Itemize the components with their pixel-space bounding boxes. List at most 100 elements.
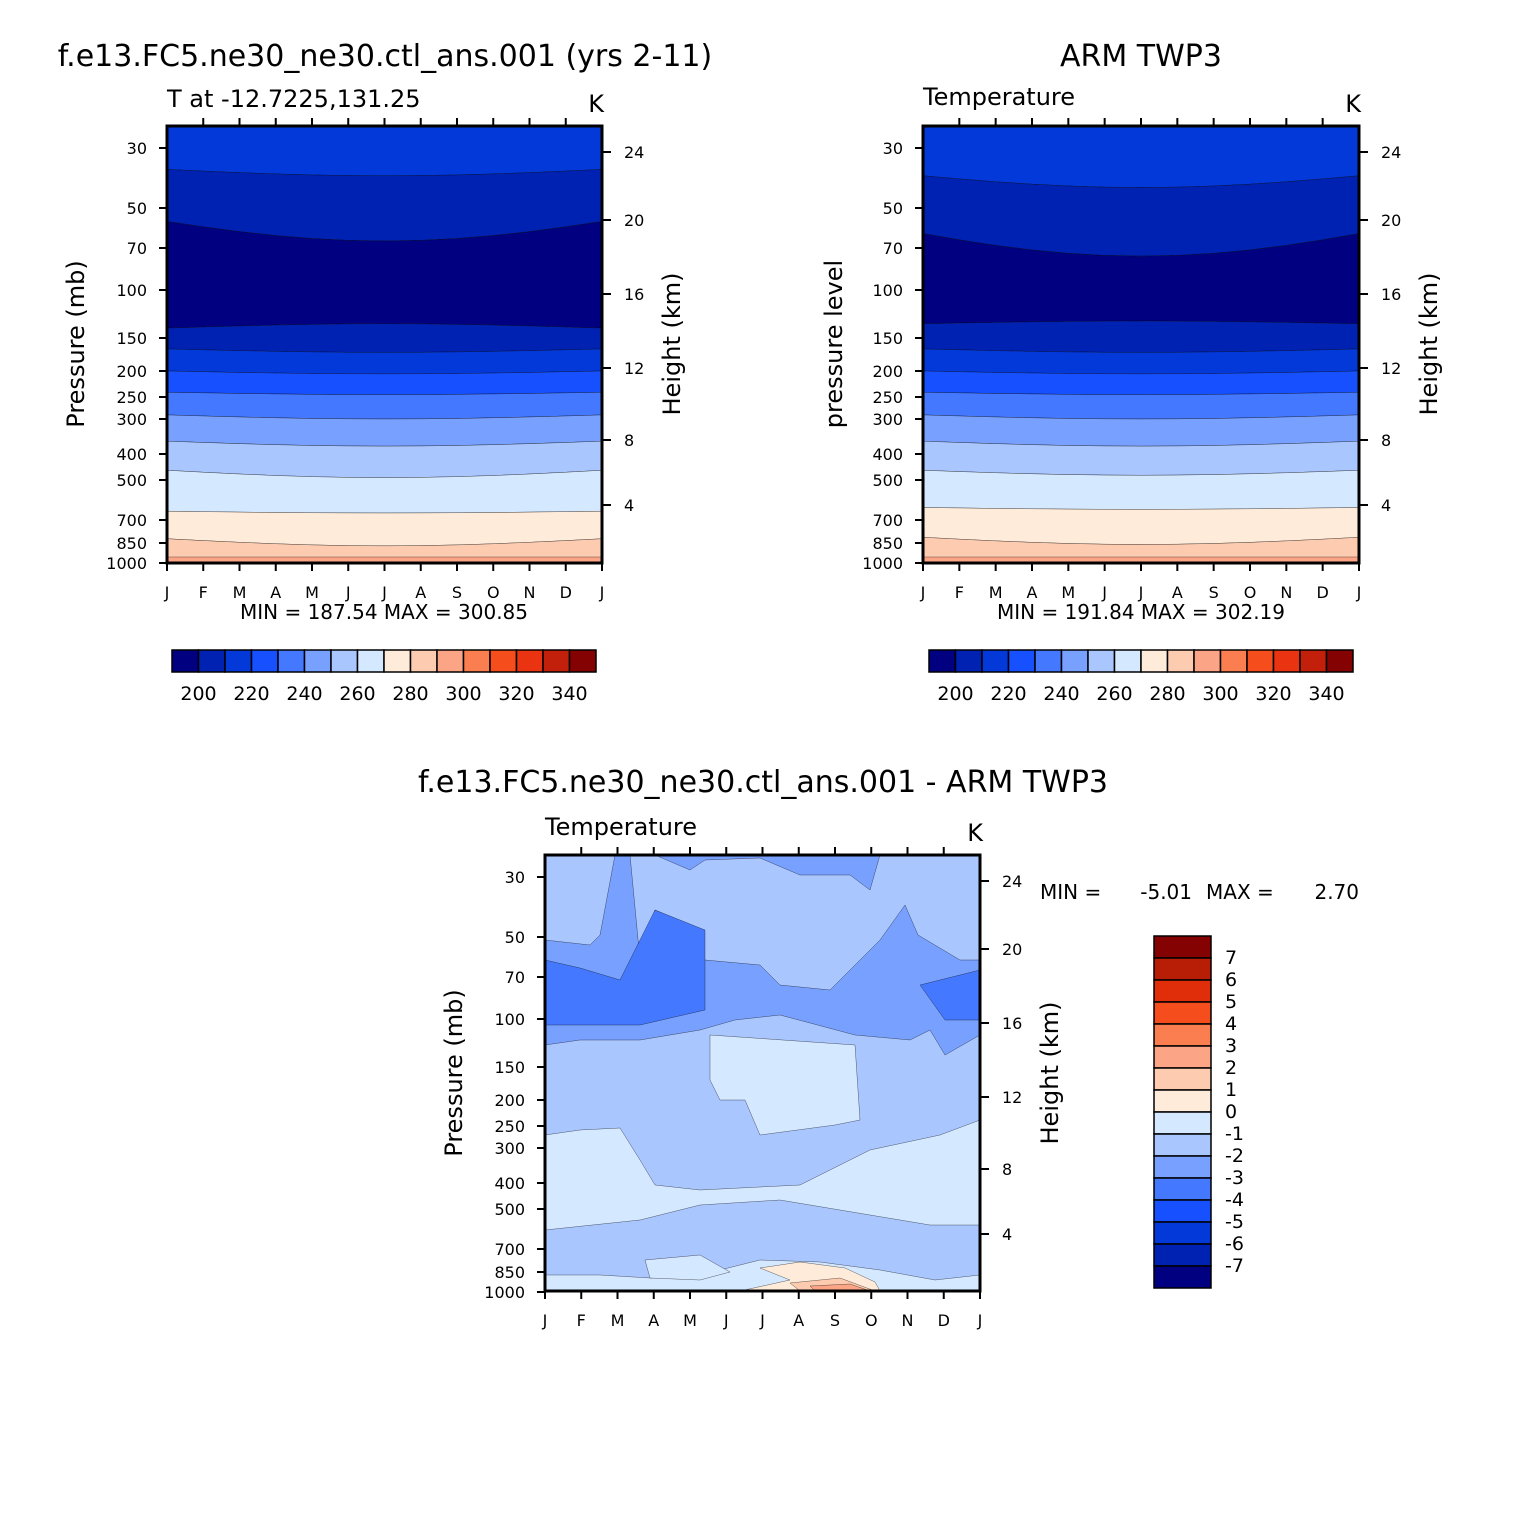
x-tick-label: J bbox=[977, 1311, 983, 1330]
y-tick-label: 100 bbox=[494, 1010, 525, 1029]
y-tick-label: 500 bbox=[116, 471, 147, 490]
colorbar-box bbox=[1087, 649, 1116, 673]
y-axis-label: Pressure (mb) bbox=[440, 989, 468, 1156]
contour-band bbox=[922, 348, 1360, 375]
x-tick-label: A bbox=[793, 1311, 804, 1330]
x-tick-label: N bbox=[902, 1311, 914, 1330]
colorbar-label: 260 bbox=[1096, 683, 1132, 705]
contour-region bbox=[544, 909, 706, 1026]
contour-band bbox=[166, 323, 603, 353]
colorbar-box bbox=[1153, 1089, 1212, 1113]
colorbar-box bbox=[489, 649, 518, 673]
y2-tick-label: 8 bbox=[1002, 1160, 1012, 1179]
contour-band bbox=[922, 392, 1360, 420]
colorbar-box bbox=[568, 649, 597, 673]
colorbar-box bbox=[954, 649, 983, 673]
x-tick-label: S bbox=[1209, 583, 1219, 602]
x-tick-label: O bbox=[487, 583, 500, 602]
y-tick-label: 300 bbox=[872, 410, 903, 429]
x-tick-label: D bbox=[560, 583, 572, 602]
y-tick-label: 300 bbox=[494, 1139, 525, 1158]
y2-tick-label: 16 bbox=[1381, 285, 1401, 304]
colorbar-box bbox=[515, 649, 544, 673]
colorbar-box bbox=[1060, 649, 1089, 673]
panel-units: K bbox=[588, 90, 605, 118]
colorbar-box bbox=[436, 649, 465, 673]
y-tick-label: 250 bbox=[872, 388, 903, 407]
colorbar-label: 0 bbox=[1225, 1101, 1237, 1123]
colorbar-box bbox=[1034, 649, 1063, 673]
min-max-label: MIN = 187.54 MAX = 300.85 bbox=[240, 600, 528, 624]
y2-tick-label: 24 bbox=[1002, 872, 1022, 891]
contour-band bbox=[922, 175, 1360, 257]
x-tick-label: J bbox=[1138, 583, 1144, 602]
y-tick-label: 1000 bbox=[862, 554, 903, 573]
axes: J F M A M J J A S O N D J 30 50 70 100 150 200 250 300 400 500… bbox=[106, 118, 644, 602]
panel-title: f.e13.FC5.ne30_ne30.ctl_ans.001 (yrs 2-1… bbox=[58, 39, 712, 74]
x-tick-label: A bbox=[270, 583, 281, 602]
y-tick-label: 200 bbox=[872, 362, 903, 381]
y2-tick-label: 24 bbox=[624, 143, 644, 162]
contour-band bbox=[166, 370, 603, 395]
y2-tick-label: 4 bbox=[624, 496, 634, 515]
colorbar-box bbox=[542, 649, 571, 673]
colorbar-box bbox=[1153, 1221, 1212, 1245]
axes: J F M A M J J A S O N D J 30 50 70 100 150 200 250 300 400 500… bbox=[484, 847, 1022, 1330]
colorbar-box bbox=[1166, 649, 1195, 673]
y-tick-label: 150 bbox=[116, 329, 147, 348]
colorbar-label: 3 bbox=[1225, 1035, 1237, 1057]
colorbar-box bbox=[383, 649, 412, 673]
colorbar-box bbox=[1153, 1199, 1212, 1223]
colorbar-box bbox=[356, 649, 385, 673]
y-tick-label: 1000 bbox=[484, 1283, 525, 1302]
y-tick-label: 500 bbox=[494, 1200, 525, 1219]
y-tick-label: 850 bbox=[872, 534, 903, 553]
colorbar-label: 2 bbox=[1225, 1057, 1237, 1079]
colorbar-box bbox=[277, 649, 306, 673]
x-tick-label: N bbox=[1280, 583, 1292, 602]
colorbar-label: 280 bbox=[392, 683, 428, 705]
y2-tick-label: 24 bbox=[1381, 143, 1401, 162]
colorbar-box bbox=[1153, 1155, 1212, 1179]
y-tick-label: 50 bbox=[883, 199, 903, 218]
colorbar-label: 340 bbox=[1308, 683, 1344, 705]
x-tick-label: M bbox=[989, 583, 1003, 602]
colorbar-label: -1 bbox=[1225, 1123, 1244, 1145]
y2-tick-label: 12 bbox=[1381, 359, 1401, 378]
colorbar-box bbox=[197, 649, 226, 673]
colorbar-box bbox=[330, 649, 359, 673]
colorbar-box bbox=[171, 649, 200, 673]
contour-band bbox=[166, 511, 603, 547]
colorbar-box bbox=[1140, 649, 1169, 673]
y-tick-label: 70 bbox=[883, 239, 903, 258]
colorbar-label: 220 bbox=[990, 683, 1026, 705]
contour-band bbox=[922, 125, 1360, 188]
x-tick-label: M bbox=[305, 583, 319, 602]
colorbar-label: 240 bbox=[1043, 683, 1079, 705]
y2-tick-label: 16 bbox=[1002, 1014, 1022, 1033]
colorbar-label: 220 bbox=[233, 683, 269, 705]
y-tick-label: 30 bbox=[127, 139, 147, 158]
contour-fill bbox=[166, 125, 603, 564]
colorbar-box bbox=[928, 649, 957, 673]
contour-band bbox=[922, 414, 1360, 447]
y-tick-label: 400 bbox=[494, 1174, 525, 1193]
x-tick-label: J bbox=[345, 583, 351, 602]
max-label: MAX = bbox=[1206, 880, 1274, 904]
colorbar-label: 320 bbox=[498, 683, 534, 705]
colorbar-box bbox=[224, 649, 253, 673]
colorbar-box bbox=[1153, 1243, 1212, 1267]
min-value: -5.01 bbox=[1140, 880, 1192, 904]
colorbar: 200 220 240 260 280 300 320 340 bbox=[928, 649, 1354, 705]
colorbar-box bbox=[1153, 1265, 1212, 1289]
max-value: 2.70 bbox=[1314, 880, 1359, 904]
x-tick-label: J bbox=[759, 1311, 765, 1330]
y2-tick-label: 16 bbox=[624, 285, 644, 304]
colorbar-label: 240 bbox=[286, 683, 322, 705]
y-axis-label: pressure level bbox=[820, 260, 848, 428]
colorbar-label: 280 bbox=[1149, 683, 1185, 705]
colorbar-label: 4 bbox=[1225, 1013, 1237, 1035]
colorbar-box bbox=[250, 649, 279, 673]
colorbar-label: 260 bbox=[339, 683, 375, 705]
